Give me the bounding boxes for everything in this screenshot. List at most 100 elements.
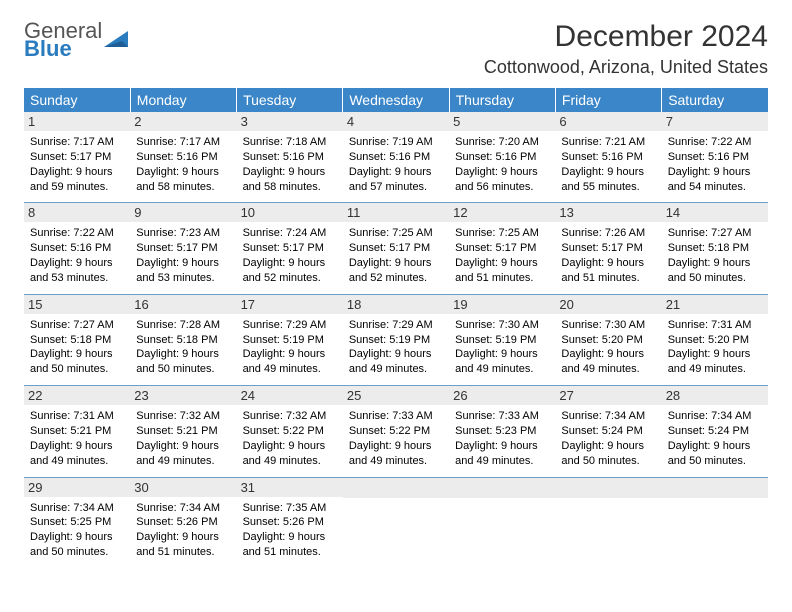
daylight-line: Daylight: 9 hours and 49 minutes.	[243, 439, 337, 469]
sunset-line: Sunset: 5:18 PM	[30, 333, 124, 348]
daylight-line: Daylight: 9 hours and 49 minutes.	[349, 347, 443, 377]
daylight-line: Daylight: 9 hours and 53 minutes.	[136, 256, 230, 286]
calendar-day-cell: 1Sunrise: 7:17 AMSunset: 5:17 PMDaylight…	[24, 112, 130, 203]
calendar-week-row: 1Sunrise: 7:17 AMSunset: 5:17 PMDaylight…	[24, 112, 768, 203]
column-header: Monday	[130, 88, 236, 112]
calendar-day-cell: 23Sunrise: 7:32 AMSunset: 5:21 PMDayligh…	[130, 386, 236, 477]
sunset-line: Sunset: 5:21 PM	[30, 424, 124, 439]
daylight-line: Daylight: 9 hours and 51 minutes.	[455, 256, 549, 286]
sunrise-line: Sunrise: 7:27 AM	[30, 318, 124, 333]
sunset-line: Sunset: 5:18 PM	[668, 241, 762, 256]
day-number: 22	[24, 386, 130, 405]
day-number: 24	[237, 386, 343, 405]
sunrise-line: Sunrise: 7:28 AM	[136, 318, 230, 333]
sunset-line: Sunset: 5:16 PM	[30, 241, 124, 256]
daylight-line: Daylight: 9 hours and 55 minutes.	[561, 165, 655, 195]
daylight-line: Daylight: 9 hours and 50 minutes.	[561, 439, 655, 469]
calendar-day-cell: 3 Sunrise: 7:18 AMSunset: 5:16 PMDaylight…	[237, 112, 343, 203]
day-number: 15	[24, 295, 130, 314]
sunset-line: Sunset: 5:26 PM	[243, 515, 337, 530]
daylight-line: Daylight: 9 hours and 51 minutes.	[561, 256, 655, 286]
daylight-line: Daylight: 9 hours and 50 minutes.	[30, 347, 124, 377]
sunset-line: Sunset: 5:17 PM	[243, 241, 337, 256]
calendar-week-row: 29Sunrise: 7:34 AMSunset: 5:25 PMDayligh…	[24, 477, 768, 568]
sunset-line: Sunset: 5:26 PM	[136, 515, 230, 530]
calendar-day-cell: 13Sunrise: 7:26 AMSunset: 5:17 PMDayligh…	[555, 203, 661, 294]
calendar-day-cell: 19Sunrise: 7:30 AMSunset: 5:19 PMDayligh…	[449, 294, 555, 385]
sunset-line: Sunset: 5:16 PM	[136, 150, 230, 165]
sunrise-line: Sunrise: 7:26 AM	[561, 226, 655, 241]
sunset-line: Sunset: 5:16 PM	[455, 150, 549, 165]
sunrise-line: Sunrise: 7:18 AM	[243, 135, 337, 150]
daylight-line: Daylight: 9 hours and 49 minutes.	[455, 347, 549, 377]
sunset-line: Sunset: 5:17 PM	[561, 241, 655, 256]
calendar-day-cell: 6Sunrise: 7:21 AMSunset: 5:16 PMDaylight…	[555, 112, 661, 203]
sunset-line: Sunset: 5:25 PM	[30, 515, 124, 530]
day-number: 25	[343, 386, 449, 405]
day-number: 23	[130, 386, 236, 405]
logo-text-block: General Blue	[24, 20, 102, 60]
logo: General Blue	[24, 20, 132, 60]
sunrise-line: Sunrise: 7:19 AM	[349, 135, 443, 150]
empty-day	[555, 478, 661, 498]
column-header: Tuesday	[237, 88, 343, 112]
daylight-line: Daylight: 9 hours and 58 minutes.	[136, 165, 230, 195]
sunset-line: Sunset: 5:19 PM	[243, 333, 337, 348]
daylight-line: Daylight: 9 hours and 49 minutes.	[349, 439, 443, 469]
sunrise-line: Sunrise: 7:30 AM	[561, 318, 655, 333]
sunrise-line: Sunrise: 7:33 AM	[455, 409, 549, 424]
sunrise-line: Sunrise: 7:17 AM	[30, 135, 124, 150]
daylight-line: Daylight: 9 hours and 51 minutes.	[136, 530, 230, 560]
daylight-line: Daylight: 9 hours and 56 minutes.	[455, 165, 549, 195]
empty-day	[662, 478, 768, 498]
sunset-line: Sunset: 5:16 PM	[668, 150, 762, 165]
calendar-day-cell: 20Sunrise: 7:30 AMSunset: 5:20 PMDayligh…	[555, 294, 661, 385]
sunrise-line: Sunrise: 7:20 AM	[455, 135, 549, 150]
calendar-day-cell: 18Sunrise: 7:29 AMSunset: 5:19 PMDayligh…	[343, 294, 449, 385]
sunset-line: Sunset: 5:16 PM	[243, 150, 337, 165]
calendar-day-cell: 26Sunrise: 7:33 AMSunset: 5:23 PMDayligh…	[449, 386, 555, 477]
calendar-week-row: 15Sunrise: 7:27 AMSunset: 5:18 PMDayligh…	[24, 294, 768, 385]
column-header: Sunday	[24, 88, 130, 112]
sunset-line: Sunset: 5:17 PM	[349, 241, 443, 256]
calendar-day-cell: 24Sunrise: 7:32 AMSunset: 5:22 PMDayligh…	[237, 386, 343, 477]
daylight-line: Daylight: 9 hours and 50 minutes.	[30, 530, 124, 560]
daylight-line: Daylight: 9 hours and 51 minutes.	[243, 530, 337, 560]
sunset-line: Sunset: 5:16 PM	[349, 150, 443, 165]
sunset-line: Sunset: 5:18 PM	[136, 333, 230, 348]
calendar-day-cell: 4Sunrise: 7:19 AMSunset: 5:16 PMDaylight…	[343, 112, 449, 203]
header: General Blue December 2024 Cottonwood, A…	[24, 20, 768, 78]
calendar-body: 1Sunrise: 7:17 AMSunset: 5:17 PMDaylight…	[24, 112, 768, 568]
sunrise-line: Sunrise: 7:34 AM	[136, 501, 230, 516]
calendar-day-cell: 14Sunrise: 7:27 AMSunset: 5:18 PMDayligh…	[662, 203, 768, 294]
day-number: 17	[237, 295, 343, 314]
column-header: Wednesday	[343, 88, 449, 112]
sunrise-line: Sunrise: 7:32 AM	[243, 409, 337, 424]
daylight-line: Daylight: 9 hours and 49 minutes.	[455, 439, 549, 469]
daylight-line: Daylight: 9 hours and 58 minutes.	[243, 165, 337, 195]
calendar-day-cell: 15 Sunrise: 7:27 AMSunset: 5:18 PMDayligh…	[24, 294, 130, 385]
calendar-day-cell: 28Sunrise: 7:34 AMSunset: 5:24 PMDayligh…	[662, 386, 768, 477]
sunrise-line: Sunrise: 7:21 AM	[561, 135, 655, 150]
calendar-day-cell: 31Sunrise: 7:35 AMSunset: 5:26 PMDayligh…	[237, 477, 343, 568]
day-number: 20	[555, 295, 661, 314]
calendar-day-cell: 21Sunrise: 7:31 AMSunset: 5:20 PMDayligh…	[662, 294, 768, 385]
daylight-line: Daylight: 9 hours and 50 minutes.	[668, 439, 762, 469]
day-number: 19	[449, 295, 555, 314]
day-number: 2	[130, 112, 236, 131]
day-number: 11	[343, 203, 449, 222]
calendar-day-cell: 7Sunrise: 7:22 AMSunset: 5:16 PMDaylight…	[662, 112, 768, 203]
calendar-day-cell	[662, 477, 768, 568]
day-number: 3	[237, 112, 343, 131]
day-number: 31	[237, 478, 343, 497]
day-number: 26	[449, 386, 555, 405]
calendar-day-cell: 8Sunrise: 7:22 AMSunset: 5:16 PMDaylight…	[24, 203, 130, 294]
sunset-line: Sunset: 5:16 PM	[561, 150, 655, 165]
sunrise-line: Sunrise: 7:31 AM	[30, 409, 124, 424]
calendar-table: SundayMondayTuesdayWednesdayThursdayFrid…	[24, 88, 768, 568]
sunset-line: Sunset: 5:17 PM	[455, 241, 549, 256]
calendar-day-cell	[343, 477, 449, 568]
sunrise-line: Sunrise: 7:32 AM	[136, 409, 230, 424]
calendar-week-row: 22 Sunrise: 7:31 AMSunset: 5:21 PM Dayligh…	[24, 386, 768, 477]
calendar-day-cell: 30Sunrise: 7:34 AMSunset: 5:26 PMDayligh…	[130, 477, 236, 568]
